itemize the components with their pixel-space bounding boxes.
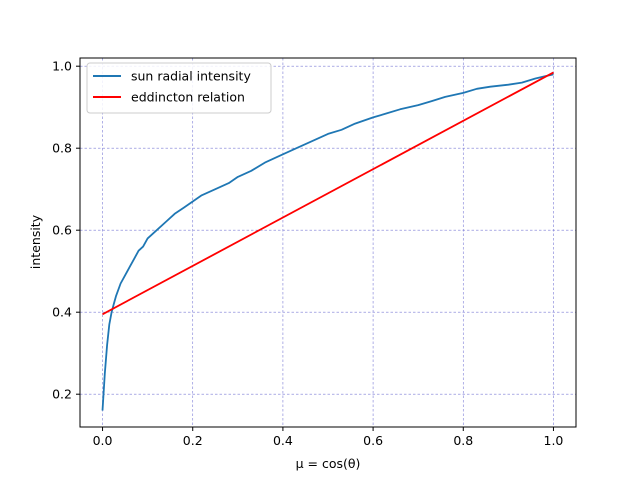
plot-area: [80, 58, 576, 427]
x-tick-label: 0.0: [93, 433, 113, 448]
y-tick-label: 0.8: [52, 141, 72, 156]
legend-label-eddincton-relation: eddincton relation: [131, 90, 245, 105]
x-axis-label: μ = cos(θ): [296, 456, 361, 471]
y-tick-label: 1.0: [52, 59, 72, 74]
series-line-eddincton-relation: [102, 71, 554, 316]
legend: sun radial intensity eddincton relation: [86, 62, 272, 114]
ticks: 0.0 0.2 0.4 0.6 0.8 1.0 0.2 0.4 0.6 0.8 1.0: [52, 59, 563, 448]
x-tick-label: 0.2: [183, 433, 203, 448]
x-tick-label: 0.6: [363, 433, 383, 448]
y-tick-label: 0.6: [52, 223, 72, 238]
x-tick-label: 1.0: [544, 433, 564, 448]
y-tick-label: 0.4: [52, 305, 72, 320]
x-tick-label: 0.4: [273, 433, 293, 448]
x-tick-label: 0.8: [453, 433, 473, 448]
series-layer: [101, 71, 554, 411]
legend-label-sun-radial-intensity: sun radial intensity: [131, 69, 251, 84]
plot-frame: [79, 57, 577, 428]
y-tick-label: 0.2: [52, 387, 72, 402]
legend-box: [86, 62, 272, 114]
y-axis-label: intensity: [28, 214, 43, 269]
series-line-sun-radial-intensity: [101, 73, 554, 411]
